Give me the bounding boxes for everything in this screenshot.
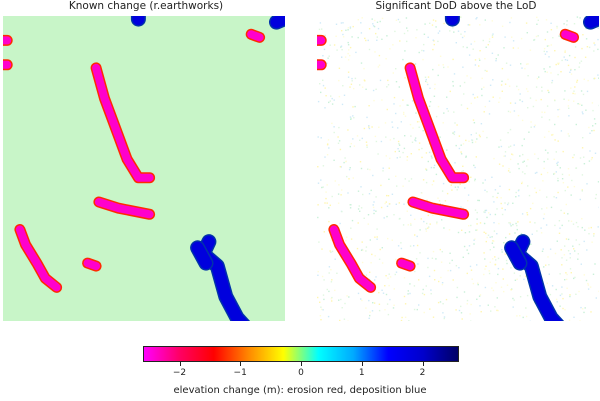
deposition-feature-8	[504, 240, 528, 271]
erosion-feature-4	[559, 28, 580, 43]
colorbar-tick-label: 0	[298, 368, 304, 378]
erosion-feature-0	[90, 62, 156, 184]
known-change-panel	[3, 16, 285, 321]
colorbar	[143, 346, 459, 362]
colorbar-tick-mark	[301, 362, 302, 366]
panel-background	[3, 16, 285, 321]
significant-dod-panel	[317, 16, 599, 321]
left-panel-title: Known change (r.earthworks)	[68, 0, 224, 12]
colorbar-label: elevation change (m): erosion red, depos…	[173, 385, 427, 396]
deposition-feature-9	[583, 16, 599, 30]
colorbar-tick-label: −1	[233, 368, 247, 378]
colorbar-tick-label: 2	[419, 368, 426, 378]
colorbar-tick-label: −2	[172, 368, 187, 378]
significant-dod-map	[317, 16, 599, 321]
erosion-feature-3	[82, 257, 102, 272]
erosion-feature-1	[93, 196, 156, 220]
erosion-feature-4	[245, 28, 266, 43]
erosion-feature-1	[407, 196, 470, 220]
colorbar-tick-mark	[179, 362, 181, 366]
colorbar-tick-mark	[361, 362, 363, 366]
erosion-feature-2	[14, 224, 63, 293]
colorbar-tick-mark	[422, 362, 424, 366]
erosion-feature-0	[404, 62, 470, 184]
colorbar-ticks: −2 −1 0 1 2	[143, 362, 459, 382]
deposition-feature-9	[269, 16, 285, 30]
colorbar-tick-mark	[240, 362, 242, 366]
panel-background	[317, 16, 599, 321]
deposition-feature-8	[190, 240, 214, 271]
right-panel-title: Significant DoD above the LoD	[375, 0, 537, 12]
erosion-feature-2	[328, 224, 377, 293]
erosion-feature-3	[396, 257, 416, 272]
known-change-map	[3, 16, 285, 321]
colorbar-tick-label: 1	[358, 368, 365, 378]
